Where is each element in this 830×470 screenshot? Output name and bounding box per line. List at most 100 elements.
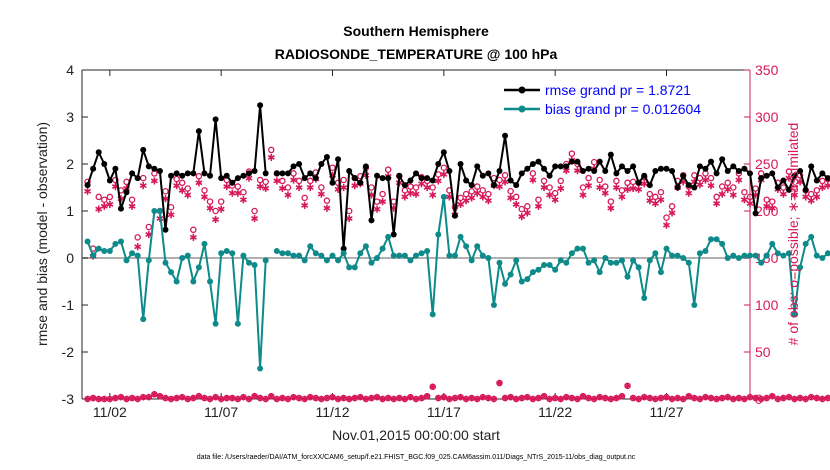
assimilated-obs-marker xyxy=(501,178,509,186)
y-tick-label-right: 250 xyxy=(755,156,779,172)
bias-point xyxy=(602,255,609,261)
assimilated-obs-marker xyxy=(601,189,609,197)
rmse-point xyxy=(507,177,514,184)
assimilated-obs-marker xyxy=(184,191,192,199)
rmse-point xyxy=(541,165,548,172)
bias-point xyxy=(101,247,108,254)
rmse-point xyxy=(413,170,419,177)
rmse-point xyxy=(156,168,163,175)
bias-point xyxy=(568,250,575,257)
bias-point xyxy=(630,257,637,264)
possible-obs-marker xyxy=(657,188,665,196)
possible-obs-marker xyxy=(112,176,119,184)
assimilated-obs-marker xyxy=(768,204,776,212)
rejected-obs-star xyxy=(396,394,403,402)
rejected-obs-star xyxy=(362,395,370,403)
rejected-obs-star xyxy=(262,395,269,403)
possible-obs-marker xyxy=(791,184,798,191)
rmse-point xyxy=(240,172,247,179)
assimilated-obs-marker xyxy=(802,193,810,201)
rejected-obs-star xyxy=(646,394,653,402)
rejected-obs-star xyxy=(429,383,436,390)
rejected-obs-star xyxy=(89,394,97,402)
rmse-point xyxy=(84,182,91,189)
x-tick-label: 11/07 xyxy=(204,404,238,420)
bias-point xyxy=(485,255,492,261)
rejected-obs-star xyxy=(529,395,537,403)
bias-point xyxy=(724,255,731,261)
legend-bias-label: bias grand pr = 0.012604 xyxy=(545,101,701,117)
rejected-obs-star xyxy=(179,393,186,401)
rmse-point xyxy=(691,184,698,191)
rmse-point xyxy=(774,184,781,191)
assimilated-obs-marker xyxy=(301,201,309,209)
assimilated-obs-marker xyxy=(267,153,275,162)
chart-subtitle: RADIOSONDE_TEMPERATURE @ 100 hPa xyxy=(275,46,558,62)
bias-point xyxy=(90,252,97,259)
rmse-point xyxy=(145,163,152,170)
possible-obs-marker xyxy=(379,190,386,198)
possible-obs-marker xyxy=(602,183,609,190)
bias-point xyxy=(574,245,581,252)
possible-obs-marker xyxy=(268,146,275,154)
assimilated-obs-marker xyxy=(624,185,632,193)
assimilated-obs-marker xyxy=(468,194,476,202)
rmse-point xyxy=(563,163,570,170)
rejected-obs-star xyxy=(318,395,325,403)
assimilated-obs-marker xyxy=(612,183,620,192)
rejected-obs-star xyxy=(223,394,230,402)
possible-obs-marker xyxy=(546,184,553,191)
assimilated-obs-marker xyxy=(457,200,465,209)
rmse-point xyxy=(580,168,586,175)
rmse-point xyxy=(151,165,158,172)
rejected-obs-star xyxy=(596,393,603,401)
bias-point xyxy=(529,269,536,276)
bias-point xyxy=(229,250,236,257)
possible-obs-marker xyxy=(813,187,821,194)
assimilated-obs-marker xyxy=(317,190,325,198)
possible-obs-marker xyxy=(590,158,598,166)
bias-point xyxy=(401,252,408,259)
rejected-obs-star xyxy=(724,393,731,401)
possible-obs-marker xyxy=(557,177,564,185)
rejected-obs-star xyxy=(173,394,180,402)
assimilated-obs-marker xyxy=(150,177,158,185)
rmse-point xyxy=(229,179,236,186)
bias-point xyxy=(257,365,264,372)
possible-obs-marker xyxy=(646,190,654,198)
bias-point xyxy=(613,259,620,266)
legend-rmse-label: rmse grand pr = 1.8721 xyxy=(545,82,691,98)
assimilated-obs-marker xyxy=(295,183,303,192)
rejected-obs-star xyxy=(329,393,336,401)
rejected-obs-star xyxy=(140,393,147,401)
rmse-point xyxy=(246,170,252,177)
possible-obs-marker xyxy=(501,172,509,179)
possible-obs-marker xyxy=(741,188,748,196)
rmse-point xyxy=(669,168,676,175)
possible-obs-marker xyxy=(106,193,114,201)
rejected-obs-star xyxy=(351,394,358,402)
rmse-point xyxy=(652,168,659,175)
rmse-point xyxy=(374,172,381,179)
rejected-obs-star xyxy=(579,392,587,400)
rmse-point xyxy=(763,172,770,179)
rejected-obs-star xyxy=(440,393,448,401)
rmse-point xyxy=(323,153,330,160)
possible-obs-marker xyxy=(535,196,542,203)
rejected-obs-star xyxy=(780,394,787,402)
bias-point xyxy=(340,250,347,257)
assimilated-obs-marker xyxy=(239,196,247,204)
bias-point xyxy=(134,252,141,259)
rejected-obs-star xyxy=(763,394,770,402)
rmse-point xyxy=(134,175,141,182)
rmse-point xyxy=(518,170,525,177)
possible-obs-marker xyxy=(240,188,247,196)
assimilated-obs-marker xyxy=(523,209,531,217)
rejected-obs-star xyxy=(245,395,253,403)
rejected-obs-star xyxy=(435,394,442,402)
rmse-point xyxy=(223,172,230,179)
rmse-point xyxy=(251,168,258,175)
possible-obs-marker xyxy=(724,179,731,187)
rejected-obs-star xyxy=(128,394,136,402)
possible-obs-marker xyxy=(473,183,481,190)
